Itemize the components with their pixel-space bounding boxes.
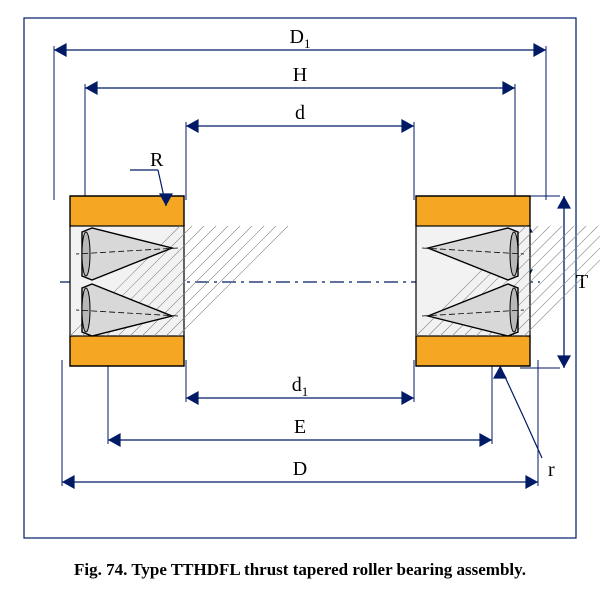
svg-text:d1: d1 [292,374,309,399]
svg-text:r: r [548,459,555,481]
figure-caption: Fig. 74. Type TTHDFL thrust tapered roll… [0,560,600,580]
svg-text:D: D [293,458,307,480]
svg-text:H: H [293,64,307,86]
bearing-diagram: D1Hdd1EDTT1Rr [0,0,600,560]
svg-text:R: R [150,149,164,171]
svg-text:E: E [294,416,306,438]
svg-text:d: d [295,102,305,124]
svg-text:D1: D1 [290,26,311,51]
